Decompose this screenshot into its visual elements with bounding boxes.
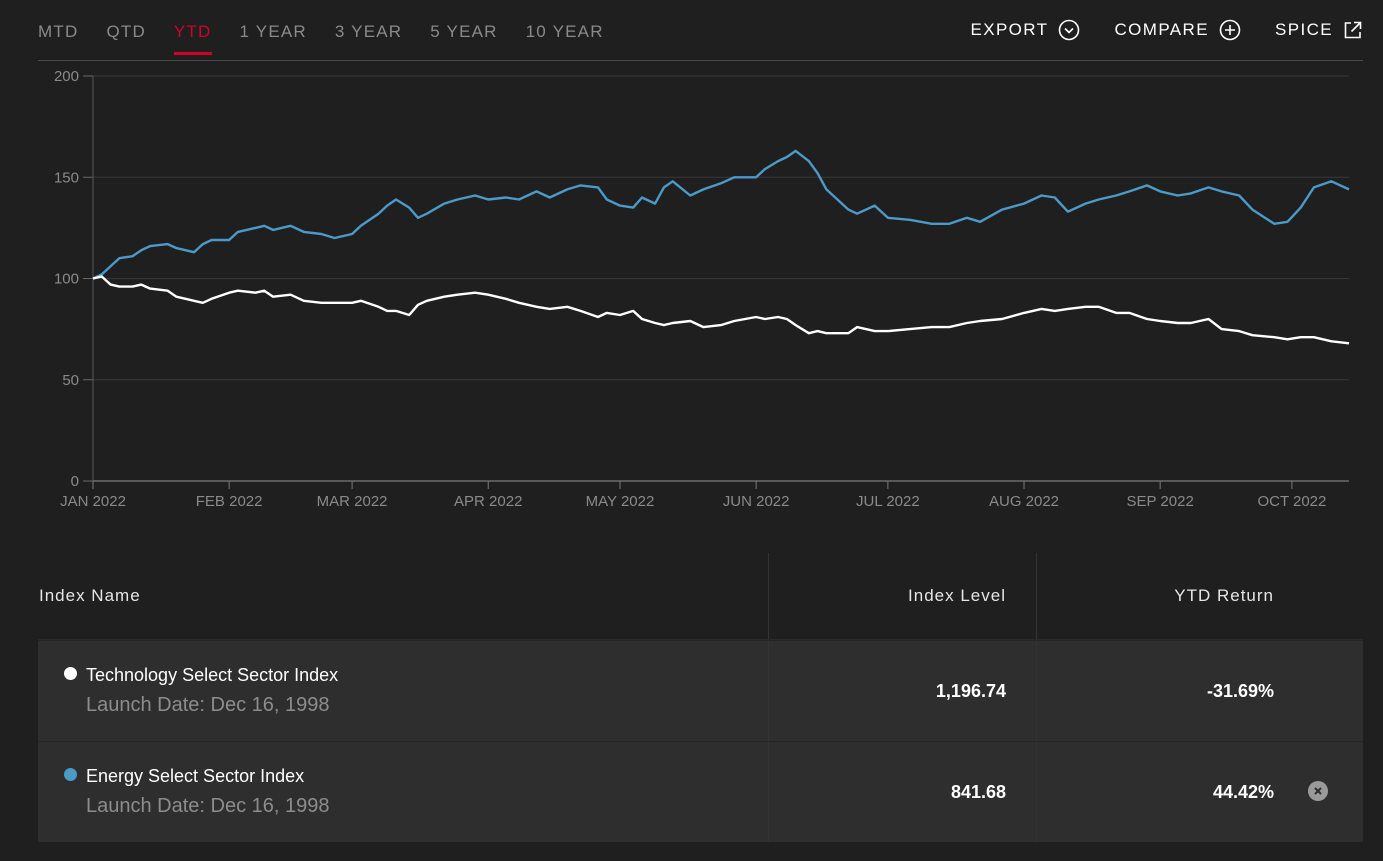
series-line — [92, 275, 1350, 345]
y-tick-label: 200 — [54, 68, 79, 85]
header-index-level: Index Level — [769, 553, 1037, 639]
x-tick-label: JAN 2022 — [60, 493, 126, 510]
x-tick-label: OCT 2022 — [1257, 493, 1326, 510]
y-tick-label: 100 — [54, 271, 79, 288]
y-tick-label: 0 — [71, 473, 79, 490]
tabs-divider — [38, 60, 1363, 61]
ytd-return-cell: -31.69% — [1037, 641, 1363, 741]
index-name-cell: Energy Select Sector Index Launch Date: … — [38, 742, 769, 842]
table-header: Index Name Index Level YTD Return — [38, 553, 1363, 640]
index-name[interactable]: Technology Select Sector Index — [86, 665, 339, 685]
table-row: Technology Select Sector Index Launch Da… — [38, 640, 1363, 741]
x-tick-label: SEP 2022 — [1127, 493, 1194, 510]
period-tabs: MTD QTD YTD 1 YEAR 3 YEAR 5 YEAR 10 YEAR — [38, 22, 632, 55]
chart-grid — [93, 75, 1349, 381]
ytd-line-chart: 0 50 100 150 200 JAN 2022 FEB 2022 MAR 2022 APR… — [54, 68, 1350, 510]
index-level: 841.68 — [950, 781, 1006, 802]
ytd-return: -31.69% — [1206, 680, 1274, 701]
tab-qtd[interactable]: QTD — [106, 22, 146, 41]
tab-3-year[interactable]: 3 YEAR — [334, 22, 403, 41]
tab-mtd[interactable]: MTD — [38, 22, 79, 41]
spice-link[interactable]: SPICE — [1275, 20, 1363, 40]
export-button[interactable]: EXPORT — [970, 19, 1080, 41]
x-tick-label: JUN 2022 — [723, 493, 790, 510]
y-axis: 0 50 100 150 200 — [54, 68, 94, 490]
index-name-cell: Technology Select Sector Index Launch Da… — [38, 641, 769, 741]
index-level-cell: 841.68 — [769, 742, 1037, 842]
compare-label: COMPARE — [1114, 20, 1209, 39]
chart-series — [92, 149, 1350, 345]
y-tick-label: 50 — [62, 372, 79, 389]
launch-date: Launch Date: Dec 16, 1998 — [86, 795, 330, 817]
plus-circle-icon — [1219, 19, 1241, 41]
chart-actions: EXPORT COMPARE SPICE — [936, 19, 1363, 41]
series-color-dot — [64, 667, 77, 680]
tab-5-year[interactable]: 5 YEAR — [430, 22, 498, 41]
x-tick-label: JUL 2022 — [856, 493, 920, 510]
series-color-dot — [64, 768, 77, 781]
y-tick-label: 150 — [54, 169, 79, 186]
x-tick-label: AUG 2022 — [989, 493, 1059, 510]
tab-10-year[interactable]: 10 YEAR — [525, 22, 604, 41]
ytd-return-cell: 44.42% — [1037, 742, 1363, 842]
tab-ytd[interactable]: YTD — [173, 22, 212, 55]
x-axis: JAN 2022 FEB 2022 MAR 2022 APR 2022 MAY 2022… — [60, 480, 1349, 510]
x-tick-label: MAY 2022 — [586, 493, 655, 510]
header-index-name: Index Name — [38, 553, 769, 639]
index-name[interactable]: Energy Select Sector Index — [86, 766, 305, 786]
table-row: Energy Select Sector Index Launch Date: … — [38, 741, 1363, 842]
index-level: 1,196.74 — [935, 680, 1006, 701]
chevron-down-circle-icon — [1058, 19, 1080, 41]
tab-1-year[interactable]: 1 YEAR — [239, 22, 307, 41]
spice-label: SPICE — [1274, 20, 1333, 39]
index-table: Index Name Index Level YTD Return Techno… — [38, 553, 1363, 842]
compare-button[interactable]: COMPARE — [1114, 19, 1241, 41]
export-label: EXPORT — [970, 20, 1049, 39]
ytd-return: 44.42% — [1212, 781, 1274, 802]
x-tick-label: MAR 2022 — [317, 493, 388, 510]
index-level-cell: 1,196.74 — [769, 641, 1037, 741]
x-tick-label: FEB 2022 — [196, 493, 263, 510]
launch-date: Launch Date: Dec 16, 1998 — [86, 694, 330, 716]
external-link-icon — [1343, 20, 1363, 40]
x-tick-label: APR 2022 — [454, 493, 522, 510]
header-ytd-return: YTD Return — [1174, 586, 1274, 605]
close-circle-icon[interactable] — [1308, 781, 1328, 801]
series-line — [92, 149, 1350, 280]
